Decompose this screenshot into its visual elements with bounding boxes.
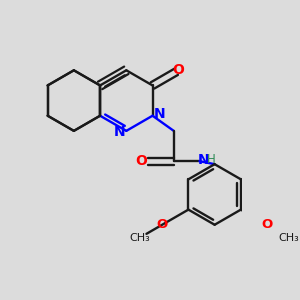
Text: N: N bbox=[154, 107, 166, 121]
Text: O: O bbox=[262, 218, 273, 231]
Text: O: O bbox=[157, 218, 168, 231]
Text: N: N bbox=[113, 125, 125, 140]
Text: O: O bbox=[135, 154, 147, 168]
Text: CH₃: CH₃ bbox=[279, 233, 300, 243]
Text: H: H bbox=[207, 153, 216, 166]
Text: N: N bbox=[198, 153, 209, 166]
Text: CH₃: CH₃ bbox=[130, 233, 150, 243]
Text: O: O bbox=[172, 63, 184, 77]
